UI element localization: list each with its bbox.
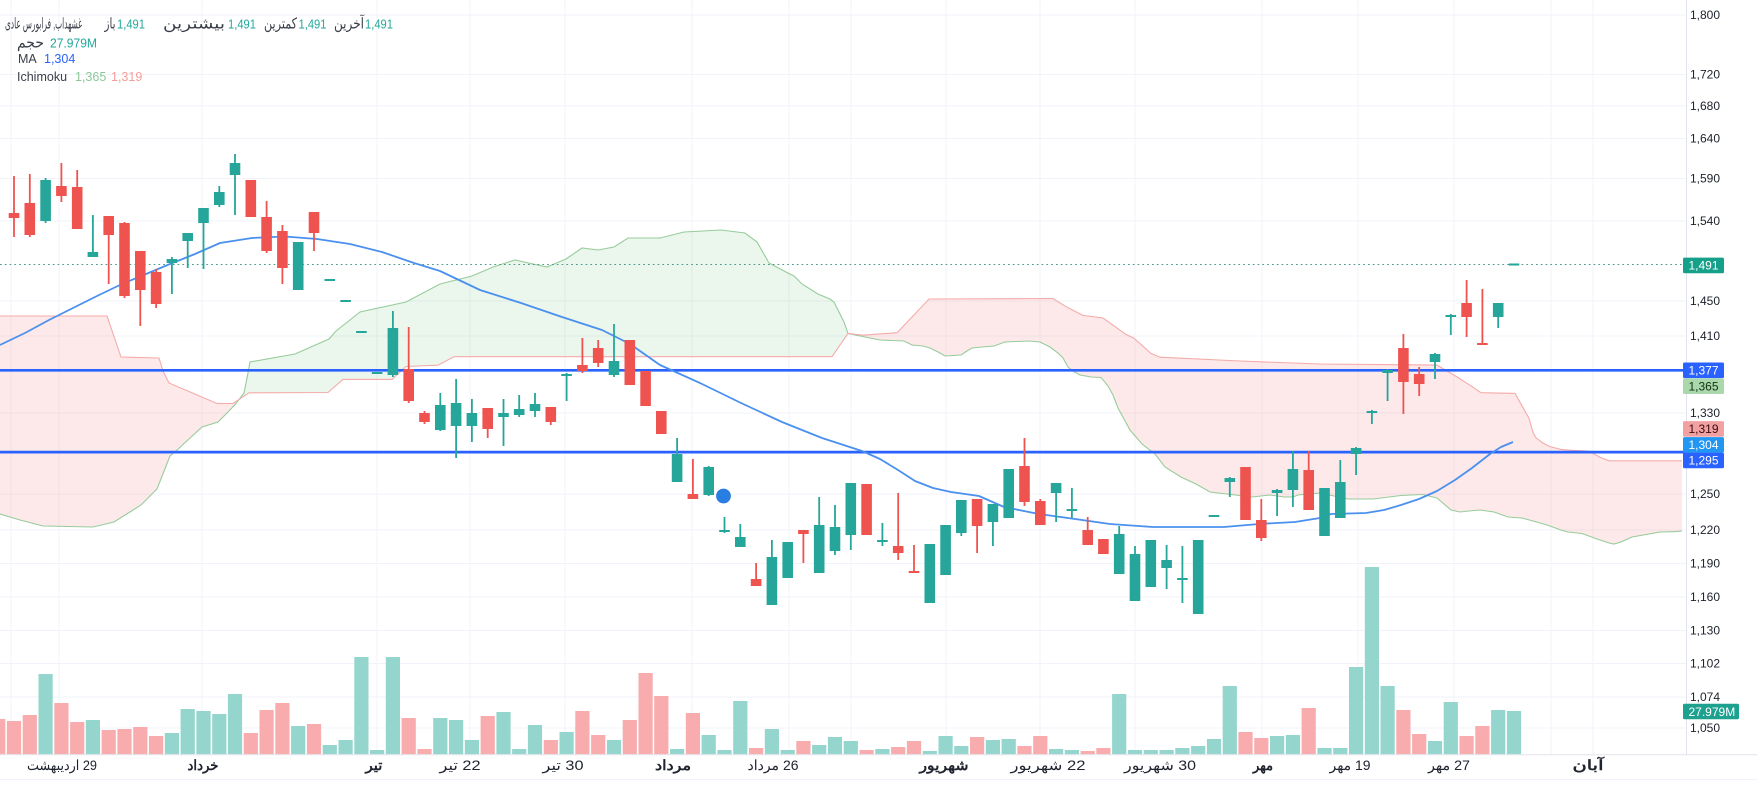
svg-text:19 مهر: 19 مهر — [1329, 757, 1371, 774]
svg-text:1,540: 1,540 — [1690, 214, 1720, 228]
svg-text:1,377: 1,377 — [1689, 364, 1719, 378]
svg-text:1,050: 1,050 — [1690, 721, 1720, 735]
svg-text:‎غشهداب, فرابورس عادی: ‎غشهداب, فرابورس عادی — [5, 16, 82, 33]
svg-text:تیر: تیر — [364, 757, 382, 774]
svg-text:‎MA: ‎MA — [18, 52, 37, 66]
svg-text:شهریور: شهریور — [918, 757, 968, 774]
svg-text:1,640: 1,640 — [1690, 132, 1720, 146]
svg-text:1,304: 1,304 — [1689, 438, 1719, 452]
svg-text:1,590: 1,590 — [1690, 172, 1720, 186]
svg-text:‎آخرین: ‎آخرین — [334, 15, 365, 33]
svg-text:1,720: 1,720 — [1690, 68, 1720, 82]
svg-text:30 تیر: 30 تیر — [541, 757, 583, 774]
svg-text:‎1,491: ‎1,491 — [228, 18, 256, 32]
svg-text:1,160: 1,160 — [1690, 590, 1720, 604]
svg-text:‎1,491: ‎1,491 — [117, 18, 145, 32]
svg-text:مهر: مهر — [1252, 757, 1273, 774]
svg-text:1,410: 1,410 — [1690, 329, 1720, 343]
svg-text:1,190: 1,190 — [1690, 557, 1720, 571]
svg-text:1,130: 1,130 — [1690, 624, 1720, 638]
svg-text:مرداد: مرداد — [655, 757, 691, 774]
svg-text:‎1,491: ‎1,491 — [365, 18, 393, 32]
svg-text:1,491: 1,491 — [1689, 259, 1719, 273]
svg-text:1,319: 1,319 — [1689, 422, 1719, 436]
svg-text:‎1,304: ‎1,304 — [44, 52, 75, 66]
svg-text:29 اردیبهشت: 29 اردیبهشت — [27, 757, 97, 774]
svg-text:‎باز: ‎باز — [104, 16, 116, 33]
svg-text:خرداد: خرداد — [188, 757, 219, 774]
svg-text:1,680: 1,680 — [1690, 99, 1720, 113]
svg-text:1,365: 1,365 — [1689, 380, 1719, 394]
svg-text:1,074: 1,074 — [1690, 690, 1720, 704]
svg-text:27 مهر: 27 مهر — [1427, 757, 1470, 774]
svg-text:‎1,491: ‎1,491 — [299, 18, 327, 32]
svg-text:‎27.979M: ‎27.979M — [50, 37, 97, 51]
svg-text:22 شهریور: 22 شهریور — [1009, 757, 1085, 774]
svg-text:1,102: 1,102 — [1690, 657, 1720, 671]
svg-text:1,450: 1,450 — [1690, 294, 1720, 308]
svg-text:‎بیشترین: ‎بیشترین — [163, 16, 225, 33]
svg-text:27.979M: 27.979M — [1689, 705, 1736, 719]
svg-text:‎1,319: ‎1,319 — [111, 70, 142, 84]
svg-text:‎1,365: ‎1,365 — [75, 70, 106, 84]
svg-text:آبان: آبان — [1573, 756, 1606, 773]
svg-text:1,220: 1,220 — [1690, 523, 1720, 537]
svg-text:1,330: 1,330 — [1690, 406, 1720, 420]
svg-text:30 شهریور: 30 شهریور — [1123, 757, 1196, 774]
svg-text:1,250: 1,250 — [1690, 487, 1720, 501]
svg-text:1,295: 1,295 — [1689, 454, 1719, 468]
svg-text:‎حجم: ‎حجم — [17, 35, 44, 52]
svg-text:26 مرداد: 26 مرداد — [748, 757, 799, 774]
svg-text:1,800: 1,800 — [1690, 8, 1720, 22]
svg-text:22 تیر: 22 تیر — [438, 757, 480, 774]
svg-text:‎کمترین: ‎کمترین — [264, 16, 298, 33]
svg-text:‎Ichimoku: ‎Ichimoku — [17, 70, 67, 84]
